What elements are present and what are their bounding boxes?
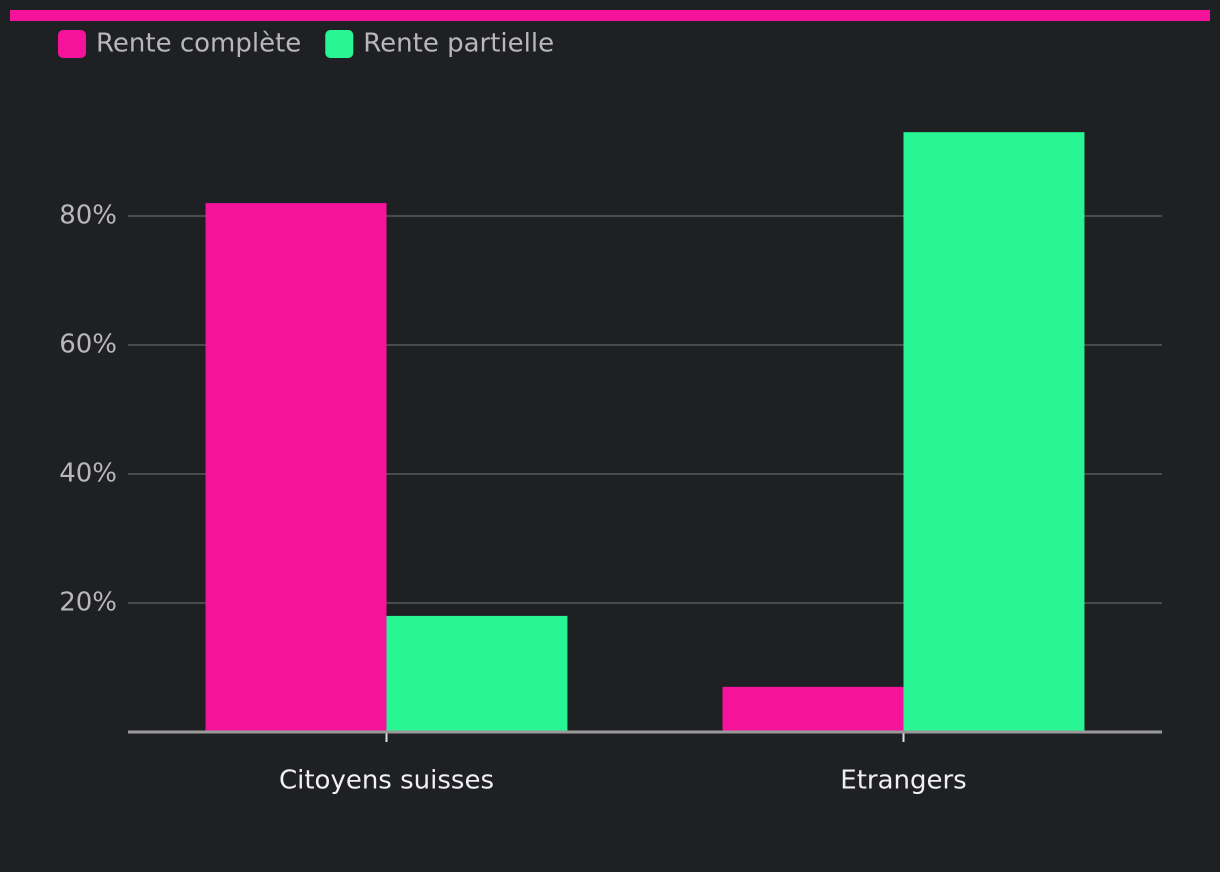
x-tick-label: Etrangers [840,766,966,796]
y-tick-label: 20% [59,588,117,618]
y-tick-label: 60% [59,330,117,360]
y-tick-label: 40% [59,459,117,489]
accent-bar [10,10,1210,21]
legend-swatch [325,30,354,58]
bar [903,132,1085,732]
bar [205,203,387,733]
legend-swatch [58,30,86,58]
x-tick-label: Citoyens suisses [279,766,494,796]
bar [386,615,568,732]
y-tick-label: 80% [59,201,117,231]
legend-label: Rente partielle [363,29,554,59]
bar [722,686,904,732]
legend-label: Rente complète [96,29,301,59]
